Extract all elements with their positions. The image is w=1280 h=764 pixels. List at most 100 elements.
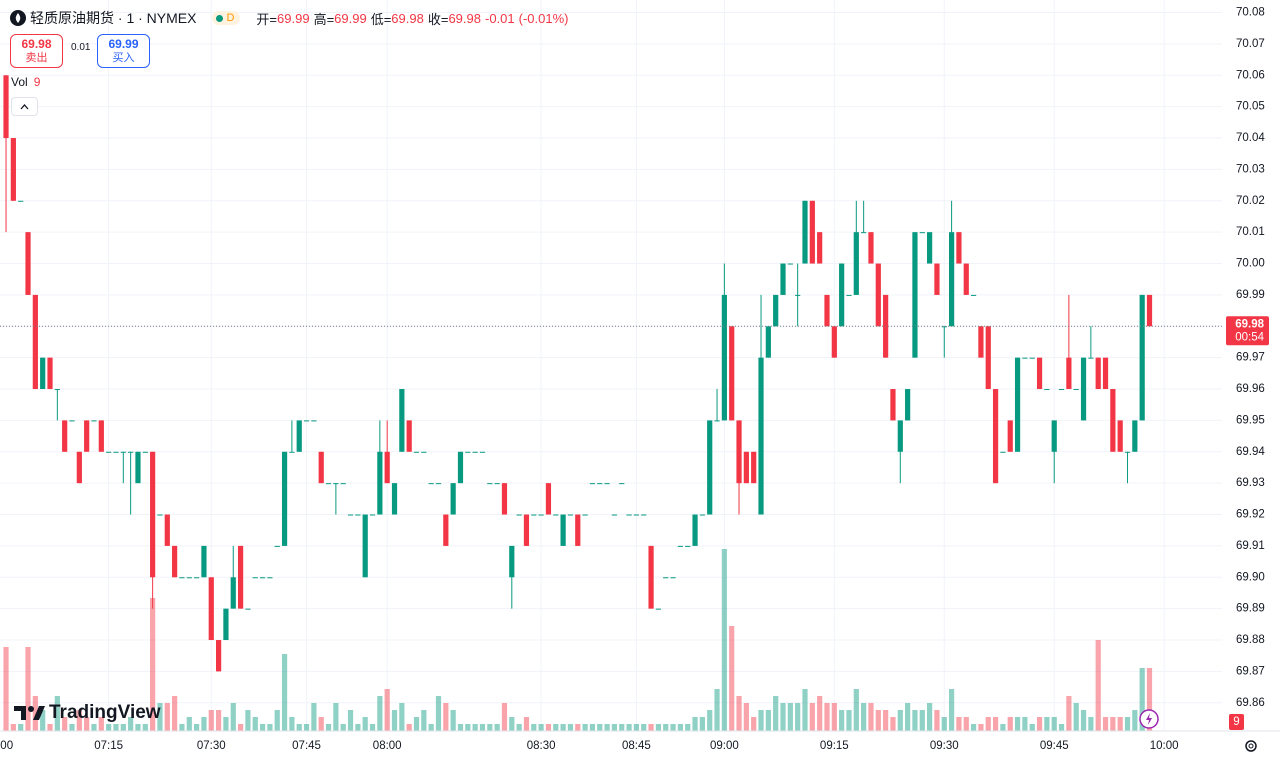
candle-body	[18, 200, 24, 202]
volume-bar	[883, 710, 889, 731]
x-tick-label: 10:00	[1150, 740, 1179, 752]
collapse-button[interactable]	[11, 97, 38, 116]
candle-body	[919, 232, 925, 234]
volume-bar	[259, 724, 266, 731]
volume-value: 9	[33, 75, 41, 89]
market-open-dot	[216, 14, 224, 22]
volume-bar	[970, 724, 977, 731]
volume-bar	[142, 724, 148, 731]
candle-body	[992, 389, 999, 484]
symbol-title[interactable]: 轻质原油期货 · 1 · NYMEX	[30, 10, 197, 26]
candle-body	[201, 545, 207, 578]
sell-button[interactable]: 69.98 卖出	[10, 34, 63, 68]
candle-body	[758, 357, 764, 515]
candle-body	[890, 389, 896, 421]
candle-body	[773, 294, 779, 327]
price-tag	[1226, 316, 1269, 346]
volume-bar	[773, 696, 779, 731]
volume-bar	[890, 717, 896, 731]
volume-bar	[120, 724, 126, 731]
volume-bar	[787, 703, 793, 731]
candle-body	[633, 514, 640, 516]
candle-body	[1058, 389, 1065, 391]
buy-button[interactable]: 69.99 买入	[97, 34, 150, 68]
candle-body	[179, 577, 185, 579]
volume-bar	[1044, 717, 1050, 731]
candle-body	[413, 451, 420, 453]
candle-body	[230, 577, 236, 609]
candle-body	[597, 483, 603, 485]
volume-bar	[208, 710, 214, 731]
volume-bar	[18, 724, 24, 731]
candle-body	[223, 608, 229, 641]
status-badges[interactable]: D	[212, 11, 241, 25]
candle-body	[150, 451, 156, 578]
volume-bar	[1073, 703, 1079, 731]
gear[interactable]	[1245, 740, 1257, 752]
candle-body	[912, 232, 918, 358]
candle-body	[501, 483, 508, 515]
candle-body	[641, 514, 647, 516]
candle-body	[780, 263, 786, 295]
candle-body	[135, 451, 141, 484]
candle-body	[516, 514, 522, 516]
volume-bar	[1146, 668, 1153, 731]
volume-bar	[941, 717, 947, 731]
volume-bar	[457, 724, 464, 731]
sell-price: 69.98	[21, 37, 52, 51]
candle-body	[927, 232, 933, 264]
candle-body	[1044, 389, 1050, 391]
change-value: -0.01	[484, 10, 515, 26]
volume-bar	[150, 598, 156, 731]
candle-body	[1095, 357, 1101, 390]
volume-bar	[538, 724, 544, 731]
volume-bar	[868, 703, 874, 731]
volume-bar	[10, 724, 16, 731]
candle-body	[10, 138, 16, 201]
candle-body	[560, 514, 566, 546]
volume-bar	[582, 724, 588, 731]
volume-bar	[721, 549, 727, 731]
candle-body	[765, 326, 771, 358]
candle-body	[216, 640, 222, 672]
volume-bar	[406, 724, 412, 731]
gear-center	[1248, 743, 1254, 749]
candle-body	[1110, 389, 1116, 452]
x-tick-label: 08:45	[622, 740, 651, 752]
volume-bar	[1110, 717, 1116, 731]
settings-icon[interactable]	[1245, 740, 1257, 752]
volume-bar	[25, 647, 31, 731]
volume-bar	[655, 724, 661, 731]
candle-body	[274, 545, 280, 547]
volume-bar	[626, 724, 632, 731]
candle-body	[619, 483, 625, 485]
volume-bar	[809, 703, 815, 731]
candle-body	[267, 577, 273, 579]
volume-bar	[318, 717, 324, 731]
alert-icon[interactable]	[1139, 709, 1159, 729]
volume-bar	[501, 703, 508, 731]
chevron	[20, 104, 29, 110]
volume-bar	[897, 710, 903, 731]
candle-body	[1146, 294, 1153, 327]
volume-bar	[729, 626, 735, 731]
volume-bar	[824, 703, 830, 731]
volume-bar	[267, 724, 273, 731]
candle-body	[428, 483, 434, 485]
candle-body	[795, 294, 801, 296]
candle-body	[545, 483, 552, 515]
volume-bar	[479, 724, 486, 731]
candle-body	[648, 545, 654, 609]
candle-body	[531, 514, 537, 516]
candle-body	[1000, 451, 1006, 453]
candle-body	[435, 483, 442, 485]
candle-body	[62, 420, 68, 452]
candle-body	[252, 577, 258, 579]
candle-body	[582, 514, 588, 516]
volume-bar	[861, 703, 867, 731]
volume-bar	[62, 717, 68, 731]
volume-bar	[699, 717, 705, 731]
low-label: 低=	[370, 11, 392, 27]
volume-bar	[765, 710, 771, 731]
